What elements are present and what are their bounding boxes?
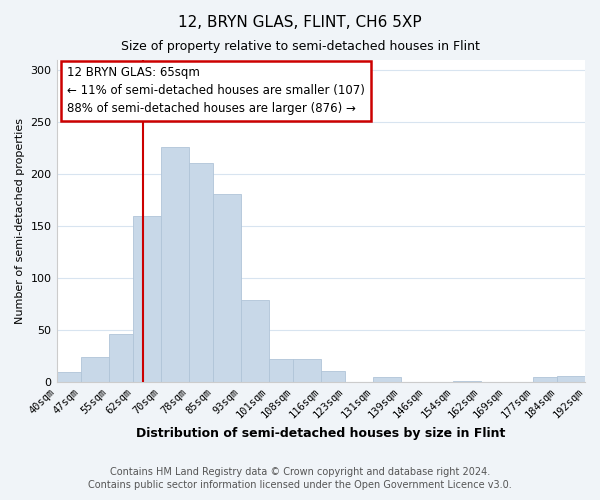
Bar bbox=[269, 359, 293, 382]
Bar bbox=[133, 216, 161, 382]
Y-axis label: Number of semi-detached properties: Number of semi-detached properties bbox=[15, 118, 25, 324]
Bar bbox=[188, 162, 213, 382]
Bar bbox=[557, 376, 585, 382]
Bar bbox=[56, 372, 81, 382]
Bar bbox=[293, 359, 321, 382]
Bar bbox=[321, 371, 345, 382]
Bar bbox=[533, 378, 557, 382]
Bar bbox=[241, 300, 269, 382]
Text: 12, BRYN GLAS, FLINT, CH6 5XP: 12, BRYN GLAS, FLINT, CH6 5XP bbox=[178, 15, 422, 30]
Text: 12 BRYN GLAS: 65sqm
← 11% of semi-detached houses are smaller (107)
88% of semi-: 12 BRYN GLAS: 65sqm ← 11% of semi-detach… bbox=[67, 66, 365, 116]
Bar bbox=[109, 334, 133, 382]
Text: Size of property relative to semi-detached houses in Flint: Size of property relative to semi-detach… bbox=[121, 40, 479, 53]
X-axis label: Distribution of semi-detached houses by size in Flint: Distribution of semi-detached houses by … bbox=[136, 427, 505, 440]
Bar bbox=[453, 380, 481, 382]
Bar bbox=[161, 147, 188, 382]
Bar bbox=[81, 356, 109, 382]
Text: Contains HM Land Registry data © Crown copyright and database right 2024.
Contai: Contains HM Land Registry data © Crown c… bbox=[88, 467, 512, 490]
Bar bbox=[213, 194, 241, 382]
Bar bbox=[373, 378, 401, 382]
